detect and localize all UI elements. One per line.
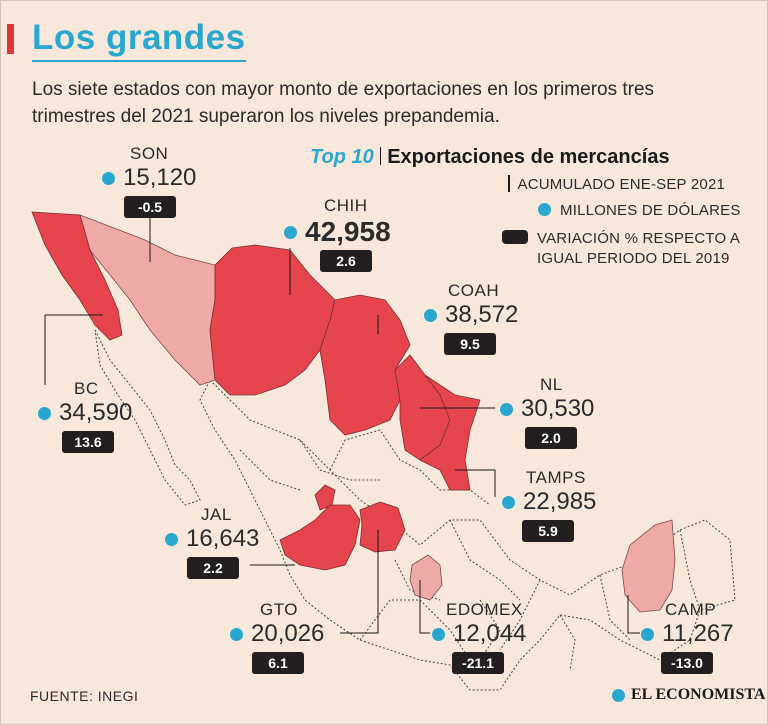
source-note: FUENTE: INEGI [30,688,139,704]
jal-dot-icon [165,532,178,546]
leader-lines [44,215,640,634]
tamps-value: 22,985 [523,488,597,515]
state-jal [279,504,361,571]
chih-name: CHIH [324,196,368,215]
bc-dot-icon [38,406,51,420]
bc-value-row: 34,590 [38,399,132,427]
camp-change-badge: -13.0 [661,652,713,674]
state-jal-north [314,484,336,511]
tamps-name: TAMPS [526,468,586,487]
state-son [79,214,216,386]
state-bc [31,211,123,341]
jal-value: 16,643 [186,525,260,552]
legend-title: Exportaciones de mercancías [387,146,670,168]
camp-value-row: 11,267 [641,620,734,648]
legend-variation-line2: IGUAL PERIODO DEL 2019 [537,250,730,267]
gto-name: GTO [260,600,299,619]
camp-dot-icon [641,627,654,641]
brand-logo: EL ECONOMISTA [612,686,765,704]
jal-name: JAL [201,505,232,524]
coah-value-row: 38,572 [424,301,518,329]
tamps-value-row: 22,985 [502,488,596,516]
jal-value-row: 16,643 [165,525,259,553]
label-edomex: EDOMEX 12,044 -21.1 [432,600,526,674]
nl-value-row: 30,530 [500,395,594,423]
label-camp: CAMP 11,267 -13.0 [641,600,734,674]
edomex-name: EDOMEX [446,600,523,619]
legend-units: MILLONES DE DÓLARES [538,202,741,219]
page-subtitle: Los siete estados con mayor monto de exp… [32,79,655,127]
gto-dot-icon [230,627,243,641]
state-edomex [409,554,443,601]
label-tamps: TAMPS 22,985 5.9 [502,468,596,542]
bc-change-badge: 13.6 [62,431,114,453]
state-coah [319,294,411,436]
chih-dot-icon [284,225,297,239]
gto-value: 20,026 [251,620,325,647]
label-son: SON 15,120 -0.5 [102,144,196,218]
chih-change-badge: 2.6 [320,250,372,272]
state-camp [621,519,676,613]
legend-separator [379,147,382,165]
legend-units-label: MILLONES DE DÓLARES [560,202,741,219]
legend-variation: VARIACIÓN % RESPECTO A IGUAL PERIODO DEL… [502,229,740,269]
label-nl: NL 30,530 2.0 [500,375,594,449]
son-dot-icon [102,171,115,185]
son-value-row: 15,120 [102,164,196,192]
legend-bar-icon [508,175,510,192]
nl-change-badge: 2.0 [525,427,577,449]
legend-header: Top 10 Exportaciones de mercancías [310,146,670,169]
son-name: SON [130,144,169,163]
state-chih [209,244,336,396]
edomex-value: 12,044 [453,620,527,647]
bc-value: 34,590 [59,399,133,426]
coah-name: COAH [448,281,500,300]
son-value: 15,120 [123,164,197,191]
gto-value-row: 20,026 [230,620,324,648]
legend-top: Top 10 [310,146,374,168]
label-jal: JAL 16,643 2.2 [165,505,259,579]
label-chih: CHIH 42,958 2.6 [284,196,391,272]
legend-dot-icon [538,203,551,216]
title-underline [32,60,246,62]
legend-variation-line1: VARIACIÓN % RESPECTO A [537,230,741,247]
chih-value: 42,958 [305,216,391,247]
tamps-dot-icon [502,495,515,509]
chih-value-row: 42,958 [284,216,391,248]
tamps-change-badge: 5.9 [522,520,574,542]
edomex-change-badge: -21.1 [452,652,504,674]
edomex-value-row: 12,044 [432,620,526,648]
legend-period: ACUMULADO ENE-SEP 2021 [508,175,725,193]
son-change-badge: -0.5 [124,196,176,218]
gto-change-badge: 6.1 [252,652,304,674]
page-title: Los grandes [32,18,246,57]
camp-name: CAMP [665,600,717,619]
label-bc: BC 34,590 13.6 [38,379,132,453]
legend-period-label: ACUMULADO ENE-SEP 2021 [517,176,726,193]
coah-dot-icon [424,308,437,322]
nl-value: 30,530 [521,395,595,422]
label-coah: COAH 38,572 9.5 [424,281,518,355]
state-gto [359,501,406,553]
jal-change-badge: 2.2 [187,557,239,579]
state-tamps [419,374,481,491]
label-gto: GTO 20,026 6.1 [230,600,324,674]
edomex-dot-icon [432,627,445,641]
coah-change-badge: 9.5 [444,333,496,355]
legend-chip-icon [502,230,528,244]
camp-value: 11,267 [662,620,734,647]
bc-name: BC [74,379,99,398]
title-accent-bar [7,24,14,54]
coah-value: 38,572 [445,301,519,328]
nl-dot-icon [500,402,513,416]
brand-icon [612,688,625,702]
nl-name: NL [540,375,563,394]
brand-name: EL ECONOMISTA [631,686,766,703]
